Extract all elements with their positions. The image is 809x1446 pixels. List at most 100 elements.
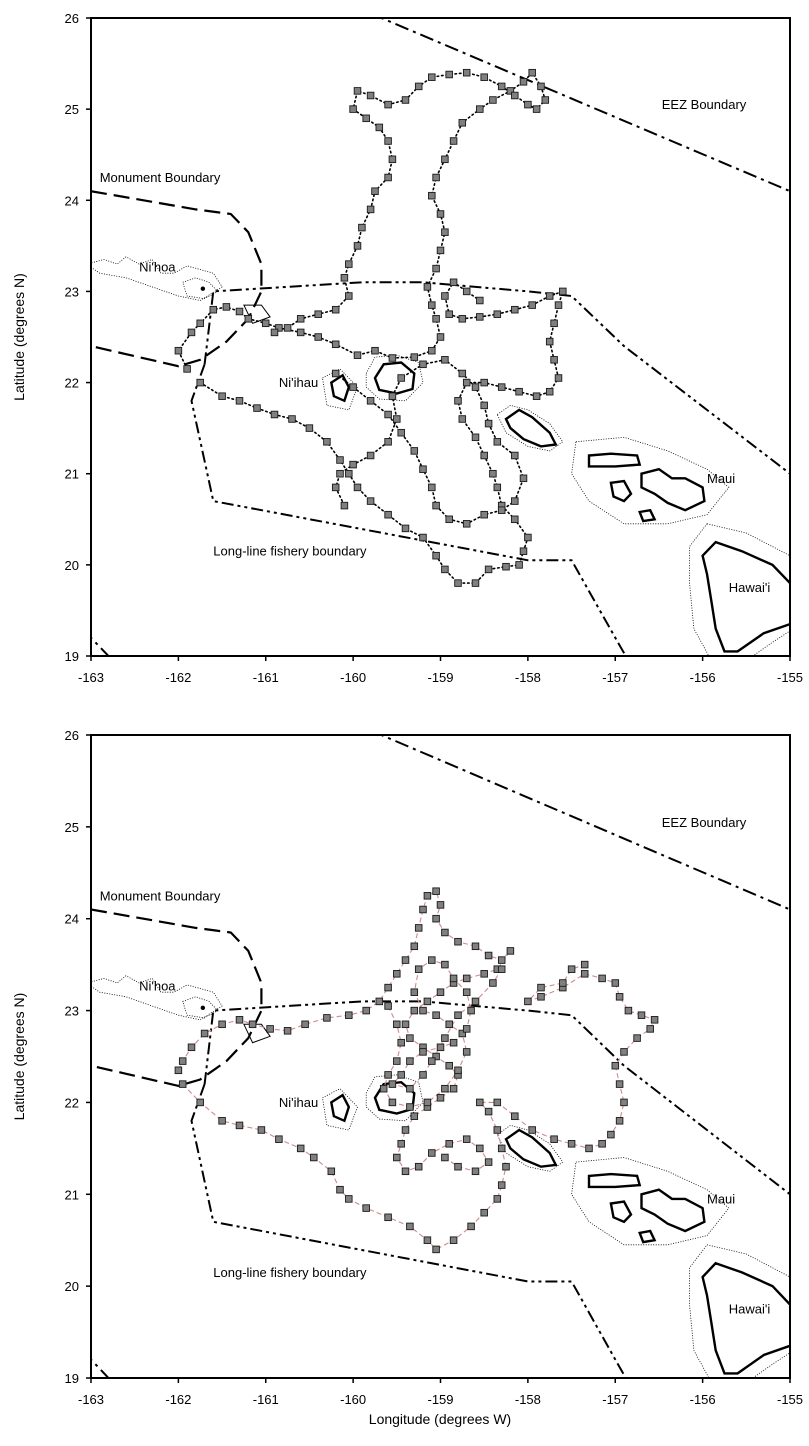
location-fix-marker [511, 91, 519, 100]
location-fix-marker [497, 82, 506, 91]
location-fix-marker [196, 378, 204, 387]
location-fix-marker [261, 319, 270, 328]
location-fix-marker [384, 173, 392, 182]
location-fix-marker [393, 1020, 401, 1029]
niihau-label: Ni'ihau [279, 375, 318, 390]
location-fix-marker [497, 965, 506, 973]
location-fix-marker [384, 1002, 392, 1010]
location-fix-marker [375, 123, 384, 132]
location-fix-marker [537, 983, 545, 992]
location-fix-marker [637, 1011, 646, 1019]
location-fix-marker [414, 82, 423, 91]
x-tick-label: -160 [340, 1392, 366, 1407]
location-fix-marker [541, 96, 550, 104]
location-fix-marker [371, 346, 379, 355]
location-fix-marker [432, 315, 440, 323]
location-fix-marker [524, 533, 532, 542]
location-fix-marker [480, 401, 488, 410]
location-fix-marker [471, 1167, 480, 1176]
location-fix-marker [528, 301, 536, 309]
location-fix-marker [454, 1066, 462, 1075]
nihoa-island [200, 286, 206, 291]
location-fix-marker [301, 1020, 309, 1029]
location-fix-marker [200, 1029, 209, 1038]
location-fix-marker [187, 328, 196, 337]
location-fix-marker [445, 1140, 453, 1148]
location-fix-marker [511, 497, 519, 505]
location-fix-marker [288, 415, 296, 423]
niihau-coast [329, 373, 351, 403]
location-fix-marker [462, 1025, 471, 1033]
location-fix-marker [384, 410, 392, 419]
maui-coast [640, 467, 706, 512]
nihoa-label: Ni'hoa [139, 259, 176, 274]
location-fix-marker [432, 173, 440, 182]
location-fix-marker [178, 1057, 187, 1065]
location-fix-marker [506, 87, 515, 95]
y-tick-label: 26 [65, 728, 79, 743]
location-fix-marker [331, 340, 340, 349]
location-fix-marker [454, 937, 462, 946]
location-fix-marker [436, 210, 445, 218]
location-fix-marker [235, 1016, 244, 1024]
location-fix-marker [445, 515, 453, 524]
location-fix-marker [410, 1112, 419, 1120]
location-fix-marker [432, 914, 440, 923]
location-fix-marker [480, 970, 488, 978]
location-fix-marker [511, 515, 519, 524]
location-fix-marker [397, 374, 405, 382]
location-fix-marker [401, 1167, 410, 1176]
location-fix-marker [428, 191, 436, 200]
location-fix-marker [222, 303, 231, 311]
location-fix-marker [454, 1162, 462, 1171]
monument-boundary-label: Monument Boundary [100, 888, 221, 903]
location-fix-marker [432, 887, 440, 895]
y-tick-label: 21 [65, 467, 79, 482]
y-tick-label: 19 [65, 649, 79, 664]
location-fix-marker [314, 333, 322, 341]
longline-boundary-north [203, 1000, 790, 1196]
location-fix-marker [266, 1025, 274, 1033]
x-tick-label: -162 [165, 1392, 191, 1407]
location-fix-marker [296, 1144, 305, 1153]
location-fix-marker [550, 1135, 558, 1143]
lanai-coast [609, 1200, 633, 1224]
location-fix-marker [283, 324, 292, 332]
location-fix-marker [567, 965, 576, 973]
track-line-1 [177, 71, 547, 370]
location-fix-marker [406, 1084, 414, 1093]
location-fix-marker [476, 296, 484, 305]
location-fix-marker [423, 997, 432, 1006]
eez-boundary-label: EEZ Boundary [662, 97, 747, 112]
location-fix-marker [362, 1204, 370, 1212]
y-tick-label: 25 [65, 820, 79, 835]
eez-boundary-line [378, 735, 790, 911]
location-fix-marker [345, 469, 353, 478]
x-axis-title: Longitude (degrees W) [369, 1411, 511, 1427]
location-fix-marker [524, 997, 532, 1006]
location-fix-marker [314, 310, 322, 318]
y-tick-label: 22 [65, 1095, 79, 1110]
location-fix-marker [406, 1034, 414, 1042]
hawaii-shelf [689, 523, 790, 656]
location-fix-marker [471, 942, 480, 951]
location-fix-marker [506, 947, 515, 955]
location-fix-marker [497, 383, 506, 391]
y-tick-label: 20 [65, 1279, 79, 1294]
location-fix-marker [366, 497, 375, 505]
y-tick-label: 19 [65, 1371, 79, 1386]
location-fix-marker [467, 1006, 475, 1015]
molokai-coast [587, 452, 642, 468]
location-fix-marker [515, 561, 523, 569]
location-fix-marker [401, 96, 410, 104]
location-fix-marker [384, 1071, 392, 1079]
location-fix-marker [484, 951, 493, 960]
location-fix-marker [345, 1195, 353, 1203]
location-fix-marker [353, 87, 362, 95]
location-fix-marker [432, 1052, 440, 1061]
location-fix-marker [432, 501, 440, 510]
location-fix-marker [471, 579, 480, 587]
location-fix-marker [449, 1038, 458, 1047]
location-fix-marker [458, 415, 467, 423]
